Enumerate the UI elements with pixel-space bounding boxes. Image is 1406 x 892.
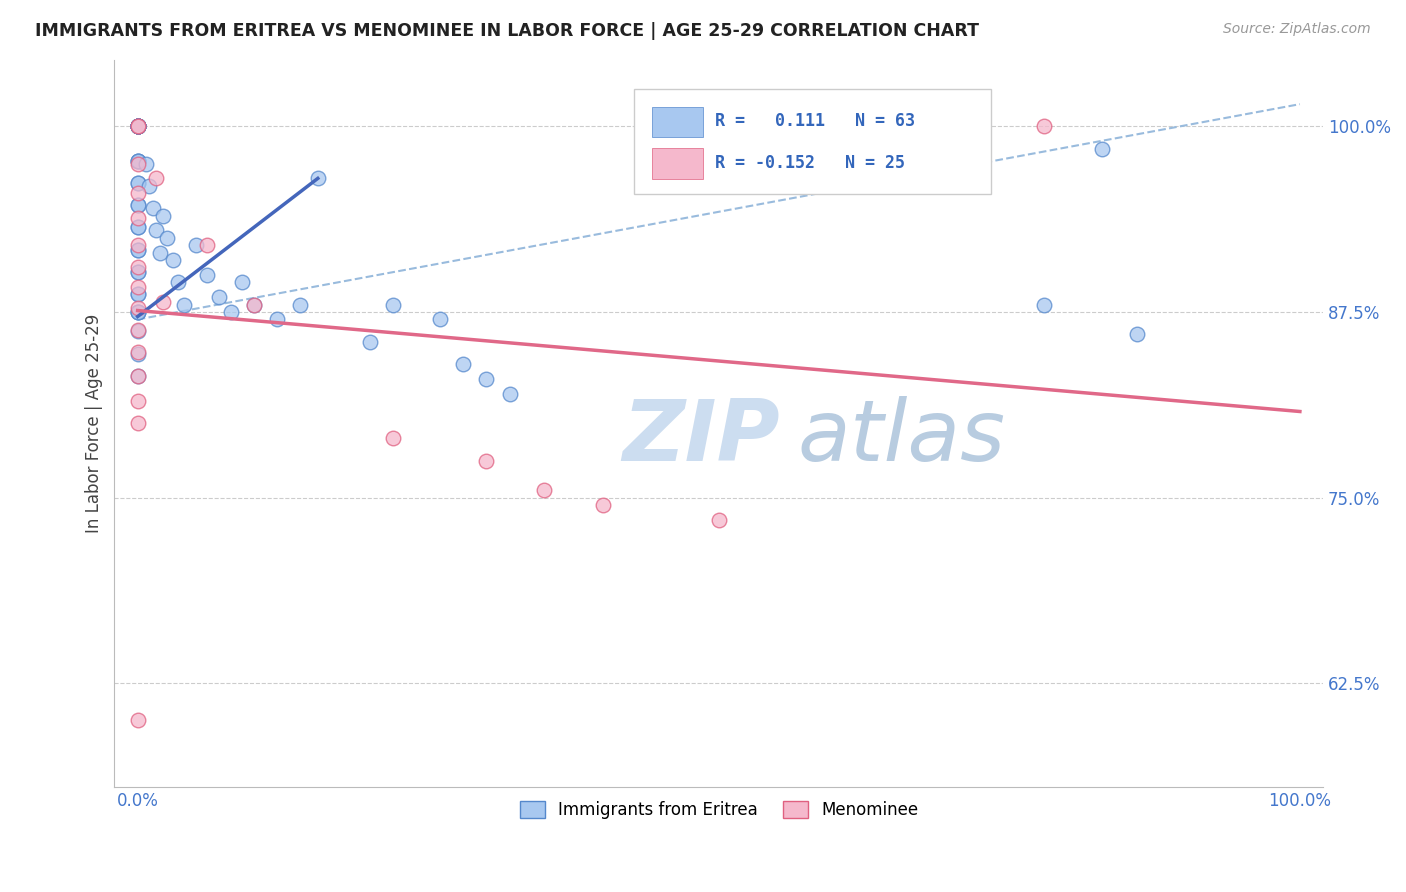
Point bbox=[127, 153, 149, 168]
Text: R =   0.111   N = 63: R = 0.111 N = 63 bbox=[716, 112, 915, 130]
Point bbox=[307, 171, 329, 186]
Point bbox=[127, 120, 149, 134]
Point bbox=[149, 245, 172, 260]
Point bbox=[127, 280, 149, 294]
Point bbox=[127, 198, 149, 212]
Point bbox=[162, 253, 184, 268]
Point bbox=[127, 120, 149, 134]
FancyBboxPatch shape bbox=[652, 148, 703, 179]
Point bbox=[127, 120, 149, 134]
Point bbox=[127, 368, 149, 383]
Point bbox=[145, 223, 167, 237]
Point bbox=[127, 220, 149, 235]
Text: IMMIGRANTS FROM ERITREA VS MENOMINEE IN LABOR FORCE | AGE 25-29 CORRELATION CHAR: IMMIGRANTS FROM ERITREA VS MENOMINEE IN … bbox=[35, 22, 979, 40]
Legend: Immigrants from Eritrea, Menominee: Immigrants from Eritrea, Menominee bbox=[513, 795, 925, 826]
Text: atlas: atlas bbox=[797, 396, 1005, 479]
Point bbox=[127, 120, 149, 134]
Point bbox=[197, 268, 219, 282]
Point bbox=[707, 513, 730, 527]
Point bbox=[127, 120, 149, 134]
Point bbox=[127, 120, 149, 134]
Point bbox=[266, 312, 288, 326]
Point bbox=[127, 346, 149, 360]
Point bbox=[1033, 120, 1056, 134]
Point bbox=[127, 345, 149, 359]
Point bbox=[243, 297, 266, 311]
Point bbox=[167, 276, 190, 290]
Point bbox=[219, 305, 242, 319]
Point bbox=[127, 186, 149, 201]
Point bbox=[127, 120, 149, 134]
Point bbox=[127, 120, 149, 134]
Point bbox=[127, 120, 149, 134]
Text: ZIP: ZIP bbox=[621, 396, 780, 479]
Point bbox=[127, 220, 149, 235]
FancyBboxPatch shape bbox=[652, 107, 703, 137]
Point bbox=[1126, 327, 1149, 342]
Point bbox=[382, 431, 405, 445]
Point bbox=[127, 287, 149, 301]
Point bbox=[127, 394, 149, 409]
Point bbox=[127, 714, 149, 728]
Point bbox=[127, 120, 149, 134]
Point bbox=[127, 265, 149, 279]
Point bbox=[127, 243, 149, 257]
Point bbox=[231, 276, 253, 290]
Point bbox=[127, 198, 149, 212]
Point bbox=[208, 290, 231, 304]
Point bbox=[127, 211, 149, 226]
Point bbox=[127, 120, 149, 134]
Point bbox=[142, 201, 165, 215]
Point bbox=[127, 120, 149, 134]
Point bbox=[127, 243, 149, 257]
Point bbox=[127, 287, 149, 301]
Point bbox=[359, 334, 381, 349]
Point bbox=[498, 386, 520, 401]
Point bbox=[127, 368, 149, 383]
Point bbox=[127, 323, 149, 337]
Point bbox=[127, 265, 149, 279]
Point bbox=[127, 301, 149, 315]
Point bbox=[127, 417, 149, 431]
Point bbox=[173, 297, 195, 311]
Point bbox=[152, 294, 174, 309]
Y-axis label: In Labor Force | Age 25-29: In Labor Force | Age 25-29 bbox=[86, 314, 103, 533]
Point bbox=[592, 498, 614, 512]
Point bbox=[184, 238, 207, 252]
Point bbox=[127, 238, 149, 252]
Point bbox=[127, 305, 149, 319]
Point bbox=[127, 153, 149, 168]
Point bbox=[429, 312, 451, 326]
Point bbox=[156, 231, 179, 245]
Point bbox=[127, 156, 149, 170]
Point bbox=[127, 176, 149, 190]
Point bbox=[135, 156, 157, 170]
Point bbox=[1091, 142, 1114, 156]
Point bbox=[290, 297, 312, 311]
Point bbox=[382, 297, 405, 311]
Point bbox=[533, 483, 555, 498]
Point bbox=[152, 209, 174, 223]
Point bbox=[197, 238, 219, 252]
Point bbox=[127, 305, 149, 319]
FancyBboxPatch shape bbox=[634, 88, 991, 194]
Point bbox=[127, 153, 149, 168]
Point bbox=[127, 260, 149, 275]
Text: Source: ZipAtlas.com: Source: ZipAtlas.com bbox=[1223, 22, 1371, 37]
Point bbox=[475, 372, 498, 386]
Point bbox=[138, 178, 160, 193]
Point bbox=[127, 120, 149, 134]
Point bbox=[475, 453, 498, 467]
Point bbox=[127, 324, 149, 338]
Point bbox=[1033, 297, 1056, 311]
Point bbox=[451, 357, 474, 371]
Point bbox=[127, 120, 149, 134]
Point bbox=[127, 176, 149, 190]
Text: R = -0.152   N = 25: R = -0.152 N = 25 bbox=[716, 154, 905, 172]
Point bbox=[127, 120, 149, 134]
Point bbox=[145, 171, 167, 186]
Point bbox=[127, 120, 149, 134]
Point bbox=[127, 305, 149, 319]
Point bbox=[243, 297, 266, 311]
